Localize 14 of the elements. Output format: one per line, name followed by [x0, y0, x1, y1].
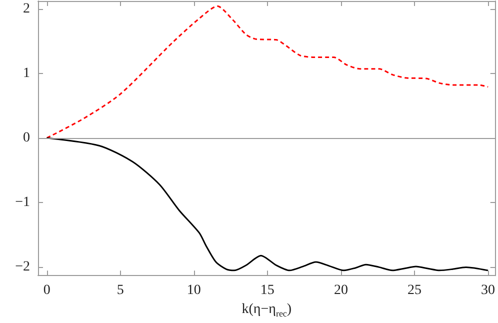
x-tick-label: 25 [407, 283, 422, 298]
x-tick-label: 0 [43, 283, 50, 298]
x-tick-label: 10 [186, 283, 201, 298]
x-tick-label: 5 [116, 283, 124, 298]
y-tick-label: 2 [23, 1, 30, 16]
line-series [46, 5, 489, 139]
y-tick-label: 0 [23, 130, 30, 146]
line-series [46, 137, 489, 272]
x-tick-label: 30 [481, 283, 495, 298]
x-tick-label: 15 [260, 283, 274, 298]
y-tick-label: 1 [23, 66, 30, 81]
y-tick-label: −2 [15, 260, 30, 275]
y-tick-label: −1 [15, 195, 30, 210]
x-tick-label: 20 [334, 283, 348, 298]
